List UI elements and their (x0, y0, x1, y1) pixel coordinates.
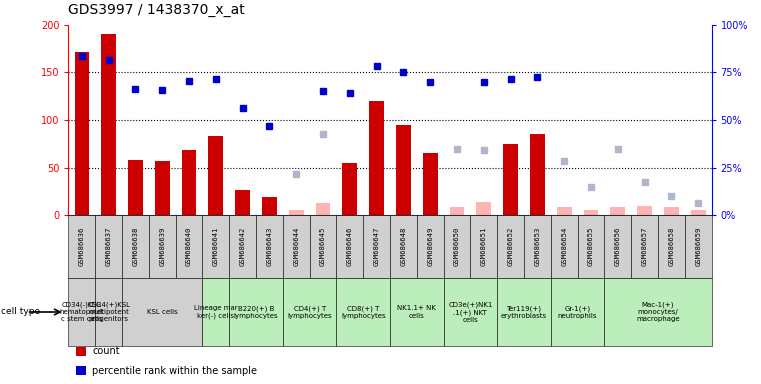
Bar (209, 136, 223, 215)
Bar (101, 35, 116, 215)
Bar (637, 205, 652, 215)
Text: Lineage mar
ker(-) cells: Lineage mar ker(-) cells (194, 305, 237, 319)
Text: Gr-1(+)
neutrophils: Gr-1(+) neutrophils (558, 305, 597, 319)
Text: GSM686654: GSM686654 (561, 227, 567, 266)
Bar (316, 203, 330, 215)
Text: Mac-1(+)
monocytes/
macrophage: Mac-1(+) monocytes/ macrophage (636, 302, 680, 322)
Text: percentile rank within the sample: percentile rank within the sample (92, 366, 257, 376)
Text: GSM686648: GSM686648 (400, 227, 406, 266)
Bar (610, 207, 625, 215)
Text: GSM686642: GSM686642 (240, 227, 246, 266)
Bar (503, 144, 518, 215)
Text: GSM686653: GSM686653 (534, 227, 540, 266)
Bar (530, 134, 545, 215)
Text: GSM686652: GSM686652 (508, 227, 514, 266)
Text: B220(+) B
lymphocytes: B220(+) B lymphocytes (234, 305, 279, 319)
Text: GSM686643: GSM686643 (266, 227, 272, 266)
Bar (342, 163, 357, 215)
Text: GSM686636: GSM686636 (79, 227, 85, 266)
Text: GSM686657: GSM686657 (642, 227, 648, 266)
Text: GSM686655: GSM686655 (588, 227, 594, 266)
Text: NK1.1+ NK
cells: NK1.1+ NK cells (397, 306, 436, 318)
Text: CD34(+)KSL
multipotent
progenitors: CD34(+)KSL multipotent progenitors (88, 302, 130, 322)
Bar (557, 207, 572, 215)
Text: CD3e(+)NK1
.1(+) NKT
cells: CD3e(+)NK1 .1(+) NKT cells (448, 301, 492, 323)
Text: GSM686659: GSM686659 (695, 227, 701, 266)
Text: CD4(+) T
lymphocytes: CD4(+) T lymphocytes (288, 305, 332, 319)
Bar (128, 160, 143, 215)
Text: GSM686638: GSM686638 (132, 227, 139, 266)
Text: cell type: cell type (1, 308, 40, 316)
Text: GSM686650: GSM686650 (454, 227, 460, 266)
Bar (476, 202, 491, 215)
Bar (450, 207, 464, 215)
Bar (691, 210, 705, 215)
Text: GSM686656: GSM686656 (615, 227, 621, 266)
Text: KSL cells: KSL cells (147, 309, 177, 315)
Text: GSM686651: GSM686651 (481, 227, 487, 266)
Text: Ter119(+)
erythroblasts: Ter119(+) erythroblasts (501, 305, 547, 319)
Text: count: count (92, 346, 119, 356)
Text: GSM686640: GSM686640 (186, 227, 192, 266)
Text: GSM686647: GSM686647 (374, 227, 380, 266)
Bar (262, 197, 277, 215)
Text: GSM686646: GSM686646 (347, 227, 353, 266)
Bar (75, 51, 89, 215)
Bar (235, 190, 250, 215)
Text: GSM686649: GSM686649 (427, 227, 433, 266)
Bar (423, 153, 438, 215)
Text: CD34(-)KSL
hematopoiet
c stem cells: CD34(-)KSL hematopoiet c stem cells (59, 302, 104, 322)
Text: CD8(+) T
lymphocytes: CD8(+) T lymphocytes (341, 305, 386, 319)
Text: GSM686645: GSM686645 (320, 227, 326, 266)
Text: GSM686641: GSM686641 (213, 227, 219, 266)
Bar (396, 125, 411, 215)
Bar (182, 151, 196, 215)
Bar (155, 161, 170, 215)
Bar (369, 101, 384, 215)
Text: GSM686658: GSM686658 (668, 227, 674, 266)
Text: GSM686637: GSM686637 (106, 227, 112, 266)
Text: GDS3997 / 1438370_x_at: GDS3997 / 1438370_x_at (68, 3, 245, 17)
Text: GSM686644: GSM686644 (293, 227, 299, 266)
Bar (584, 210, 598, 215)
Bar (289, 210, 304, 215)
Bar (664, 207, 679, 215)
Text: GSM686639: GSM686639 (159, 227, 165, 266)
